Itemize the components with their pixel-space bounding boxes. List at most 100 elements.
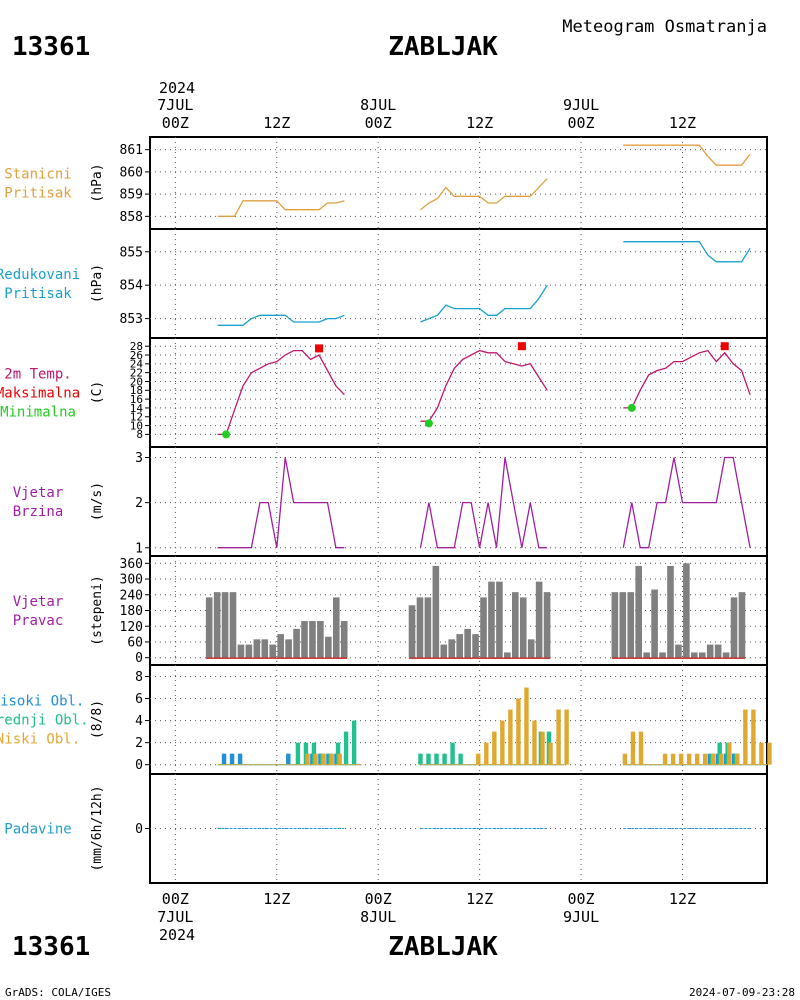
wind-direction-bar [722,652,730,658]
panel-label: Srednji Obl. [0,713,89,729]
cloud-bar-mid_cloud [351,720,357,765]
min-temp-marker [222,430,231,439]
series-line-reduced-pressure [623,241,751,263]
wind-direction-bar [480,597,487,658]
y-tick-label: 240 [120,588,143,603]
series-line-wind-speed [217,457,345,549]
wind-direction-bar [332,597,340,658]
unit-label: (mm/6h/12h) [90,785,105,871]
y-tick-label: 0 [135,651,143,666]
cloud-bar-low_cloud [727,742,732,765]
y-tick-label: 20 [130,375,143,388]
unit-label: (8/8) [90,700,105,739]
time-tick-label: 12Z [263,890,290,908]
y-tick-label: 853 [120,312,143,327]
cloud-bar-high_cloud [221,753,227,765]
y-tick-label: 180 [120,604,143,619]
cloud-bar-low_cloud [743,709,748,765]
unit-label: (hPa) [90,163,105,202]
cloud-bar-low_cloud [662,753,668,765]
unit-label: (m/s) [90,482,105,521]
wind-direction-bar [535,581,543,658]
chart-subtitle: Meteogram Osmatranja [562,17,767,37]
wind-direction-bar [261,639,269,658]
cloud-bar-low_cloud [703,753,708,765]
panel-label: Vjetar [13,485,64,501]
y-tick-label: 0 [135,758,143,773]
wind-direction-bar [293,628,300,658]
panel-label: Pritisak [4,286,72,302]
wind-direction-bar [698,652,706,658]
series-line-station-pressure [420,178,548,211]
cloud-bar-low_cloud [556,709,561,765]
station-id-bottom: 13361 [12,932,90,962]
wind-direction-bar [408,605,416,658]
min-temp-marker [424,419,433,428]
panel-label: 2m Temp. [4,367,71,383]
cloud-bar-high_cloud [286,753,291,765]
wind-direction-bar [325,636,332,658]
wind-direction-bar [651,589,658,658]
year-label-bottom: 2024 [159,926,195,944]
wind-direction-bar [301,620,308,658]
series-line-reduced-pressure [420,284,548,323]
station-name-top: ZABLJAK [388,32,498,62]
panel-label: Brzina [13,504,64,520]
wind-direction-bar [317,620,324,658]
cloud-bar-low_cloud [540,731,545,765]
wind-direction-bar [691,652,698,658]
cloud-bar-low_cloud [678,753,684,765]
wind-direction-bar [205,597,213,658]
panel-label: Minimalna [0,405,76,421]
wind-direction-bar [456,634,463,658]
cloud-bar-mid_cloud [450,742,455,765]
y-tick-label: 861 [120,143,143,158]
cloud-bar-low_cloud [759,742,764,765]
wind-direction-bar [237,644,245,658]
wind-direction-bar [619,592,627,658]
top-axis-labels: 00Z 12Z 00Z 12Z 00Z 12Z 7JUL 8JUL 9JUL [157,96,696,132]
y-tick-label: 0 [135,822,143,837]
cloud-bar-low_cloud [532,720,537,765]
panel-reduced-pressure: 853 854 855 (hPa) Redukovani Pritisak [0,228,768,339]
y-tick-label: 3 [135,451,143,466]
cloud-bar-low_cloud [329,753,334,765]
day-label: 7JUL [157,96,193,114]
day-label: 9JUL [563,908,599,926]
cloud-bar-low_cloud [630,731,636,765]
panel-frame [149,337,768,448]
day-label: 7JUL [157,908,193,926]
cloud-bar-low_cloud [321,753,326,765]
wind-direction-bar [340,620,348,658]
y-tick-label: 22 [130,367,143,380]
cloud-bar-low_cloud [622,753,628,765]
cloud-bar-low_cloud [694,753,700,765]
series-line-reduced-pressure [217,314,345,326]
cloud-bar-high_cloud [229,753,235,765]
wind-direction-bar [683,563,690,658]
cloud-bar-low_cloud [305,753,310,765]
wind-direction-bar [706,644,714,658]
wind-direction-bar [213,592,221,658]
y-tick-label: 10 [130,419,143,432]
series-line-temperature [217,349,345,436]
panel-label: Vjetar [13,594,64,610]
series-line-temperature [420,349,548,422]
wind-direction-bar [659,652,666,658]
unit-label: (stepeni) [90,575,105,645]
cloud-bar-low_cloud [500,720,505,765]
y-tick-label: 8 [135,670,143,685]
wind-direction-bar [440,644,448,658]
y-tick-label: 859 [120,188,143,203]
wind-direction-bar [245,644,253,658]
cloud-bar-low_cloud [719,753,724,765]
wind-direction-bar [472,634,479,658]
series-line-station-pressure [623,144,751,166]
series-line-station-pressure [217,200,345,217]
y-tick-label: 855 [120,245,143,260]
panel-label: Pritisak [4,186,72,202]
panel-precipitation: 0 (mm/6h/12h) Padavine [4,773,768,884]
